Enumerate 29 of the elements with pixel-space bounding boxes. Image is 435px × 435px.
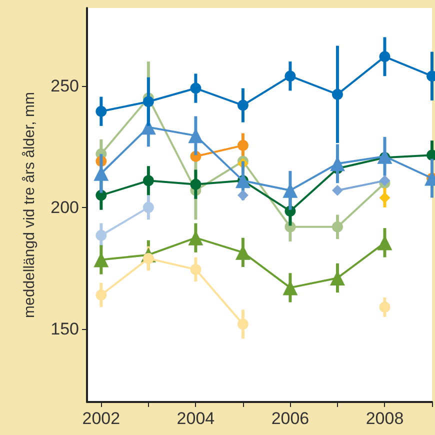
point <box>379 51 390 62</box>
point <box>332 184 343 196</box>
y-tick-label: 250 <box>50 76 79 96</box>
point <box>237 140 248 151</box>
point <box>332 221 343 232</box>
x-tick-label: 2008 <box>366 409 404 428</box>
point <box>96 289 107 300</box>
point <box>190 178 202 190</box>
point <box>142 202 154 213</box>
point <box>237 190 248 201</box>
point <box>96 106 107 117</box>
point <box>332 88 343 100</box>
point <box>379 175 390 186</box>
point <box>379 302 390 313</box>
point <box>190 82 202 94</box>
x-tick-label: 2002 <box>82 409 120 428</box>
point <box>379 192 390 204</box>
y-tick-label: 200 <box>50 198 79 217</box>
point <box>142 175 154 186</box>
point <box>237 100 248 111</box>
point <box>190 264 202 275</box>
x-tick-label: 2004 <box>176 409 215 428</box>
point <box>237 318 248 330</box>
y-axis-title: meddellängd vid tre års ålder, mm <box>21 92 38 318</box>
point <box>284 70 296 82</box>
point <box>142 96 154 108</box>
x-tick-label: 2006 <box>271 409 310 428</box>
point <box>96 230 107 241</box>
y-tick-label: 150 <box>50 320 79 339</box>
